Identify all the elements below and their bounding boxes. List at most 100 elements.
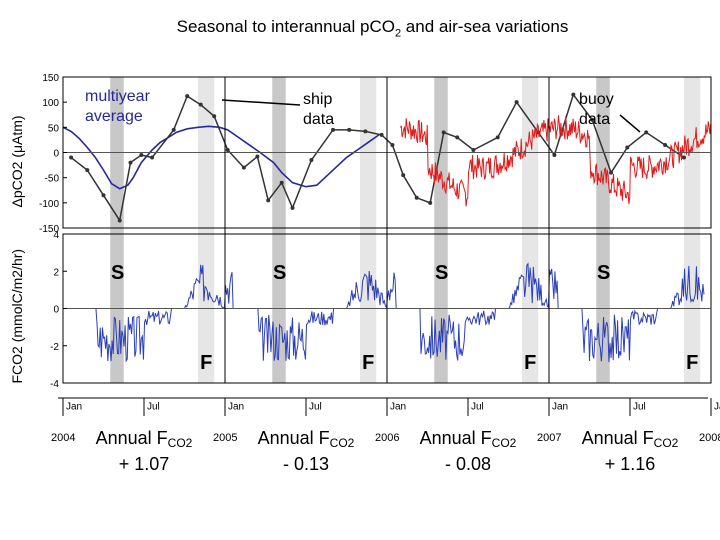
annual-flux-label: Annual FCO2: [582, 428, 679, 450]
year-label: 2007: [537, 432, 561, 444]
ship-data-point: [279, 180, 284, 185]
ship-data-point: [255, 154, 260, 159]
ship-data-point: [441, 130, 446, 135]
x-tick-label: Jan: [552, 401, 568, 412]
bottom-y-tick-label: -4: [50, 379, 59, 390]
ship-data-point: [514, 100, 519, 105]
x-tick-label: Jul: [147, 401, 160, 412]
multiyear-annotation: multiyear: [85, 88, 151, 105]
ship-data-point: [455, 135, 460, 140]
fall-season-label: F: [686, 352, 698, 374]
ship-data-point: [471, 147, 476, 152]
ship-data-point: [139, 153, 144, 158]
top-y-tick-label: 100: [42, 98, 59, 109]
fall-season-label: F: [362, 352, 374, 374]
fall-season-label: F: [524, 352, 536, 374]
ship-data-point: [266, 198, 271, 203]
ship-data-point: [609, 170, 614, 175]
winter-band: [360, 77, 377, 383]
ship-arrow: [221, 99, 301, 106]
annual-flux-label: Annual FCO2: [96, 428, 193, 450]
top-y-axis-label: ΔpCO2 (μAtm): [9, 115, 25, 207]
year-label: 2004: [51, 432, 75, 444]
x-tick-label: Jan: [228, 401, 244, 412]
ship-data-point: [225, 147, 230, 152]
ship-data-point: [101, 193, 106, 198]
x-tick-label: Jan: [66, 401, 82, 412]
winter-band: [684, 77, 701, 383]
ship-data-point: [212, 114, 217, 119]
ship-data-point: [309, 158, 314, 163]
ship-data-point: [331, 127, 335, 132]
summer-band: [434, 77, 448, 383]
ship-data-line: [70, 92, 685, 223]
ship-data-point: [290, 205, 295, 210]
ship-data-point: [379, 132, 384, 137]
buoy-data-line: [400, 115, 712, 207]
winter-band: [198, 77, 215, 383]
x-tick-label: Jul: [471, 401, 484, 412]
winter-band: [522, 77, 539, 383]
ship-data-point: [495, 135, 500, 140]
annual-flux-label: Annual FCO2: [258, 428, 355, 450]
ship-data-point: [363, 129, 368, 134]
x-tick-label: Jan: [714, 401, 720, 412]
ship-annotation: ship: [303, 91, 332, 108]
ship-data-point: [390, 142, 395, 147]
year-label: 2005: [213, 432, 237, 444]
ship-data-point: [590, 117, 595, 122]
summer-band: [596, 77, 610, 383]
bottom-y-tick-label: 2: [53, 267, 59, 278]
buoy-data-annotation: data: [579, 111, 610, 128]
bottom-y-tick-label: -2: [50, 342, 59, 353]
ship-data-point: [552, 153, 557, 158]
ship-data-annotation: data: [303, 111, 334, 128]
top-y-tick-label: 150: [42, 73, 59, 84]
x-tick-label: Jul: [633, 401, 646, 412]
ship-data-point: [69, 155, 74, 160]
ship-data-point: [347, 127, 352, 132]
summer-band: [110, 77, 124, 383]
ship-data-point: [171, 127, 176, 132]
multiyear-average-line: [62, 125, 380, 190]
buoy-arrow: [619, 114, 641, 133]
bottom-y-axis-label: FCO2 (mmolC/m2/hr): [9, 249, 25, 384]
annual-flux-value: + 1.07: [119, 454, 170, 474]
ship-data-point: [414, 195, 419, 200]
bottom-y-tick-label: 0: [53, 305, 59, 316]
ship-data-point: [150, 155, 155, 160]
year-label: 2008: [699, 432, 720, 444]
ship-data-point: [428, 200, 433, 205]
annual-flux-value: - 0.08: [445, 454, 491, 474]
ship-data-point: [625, 145, 630, 150]
top-y-tick-label: -50: [45, 174, 60, 185]
fall-season-label: F: [200, 352, 212, 374]
ship-data-point: [128, 160, 133, 165]
chart-title: Seasonal to interannual pCO2 and air-sea…: [176, 17, 569, 40]
ship-data-point: [644, 130, 649, 135]
annual-flux-value: + 1.16: [605, 454, 656, 474]
ship-data-point: [571, 92, 576, 97]
bottom-y-tick-label: 4: [53, 230, 59, 241]
top-y-tick-label: -100: [39, 199, 59, 210]
ship-data-point: [241, 165, 246, 170]
summer-season-label: S: [111, 262, 124, 284]
year-label: 2006: [375, 432, 399, 444]
summer-season-label: S: [597, 262, 610, 284]
summer-band: [272, 77, 286, 383]
ship-data-point: [401, 173, 406, 178]
average-annotation: average: [85, 108, 143, 125]
ship-data-point: [682, 155, 686, 160]
summer-season-label: S: [273, 262, 286, 284]
x-tick-label: Jan: [390, 401, 406, 412]
summer-season-label: S: [435, 262, 448, 284]
ship-data-point: [198, 102, 203, 107]
ship-data-point: [663, 142, 668, 147]
top-y-tick-label: 50: [48, 123, 60, 134]
annual-flux-value: - 0.13: [283, 454, 329, 474]
ship-data-point: [85, 168, 90, 173]
ship-data-point: [185, 94, 190, 99]
buoy-annotation: buoy: [579, 91, 614, 108]
top-y-tick-label: 0: [53, 149, 59, 160]
